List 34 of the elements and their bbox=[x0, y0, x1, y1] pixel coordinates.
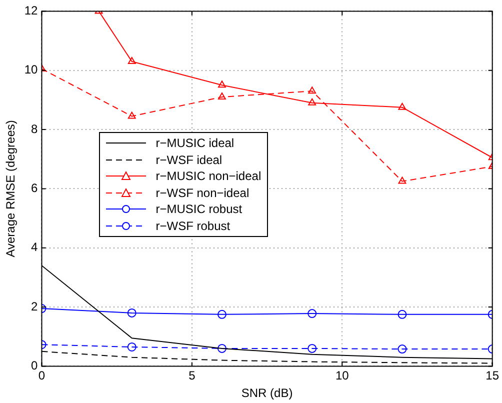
legend-label: r−WSF robust bbox=[156, 218, 230, 233]
legend-label: r−WSF ideal bbox=[156, 152, 222, 167]
point bbox=[308, 86, 316, 94]
y-axis-title: Average RMSE (degrees) bbox=[4, 120, 18, 258]
x-tick-label: 5 bbox=[188, 368, 196, 383]
y-tick-label: 8 bbox=[31, 122, 38, 136]
legend-label: r−MUSIC robust bbox=[156, 202, 242, 216]
point bbox=[217, 344, 226, 353]
point bbox=[128, 56, 136, 64]
x-tick-label: 10 bbox=[335, 368, 350, 383]
point bbox=[127, 342, 136, 352]
legend-label: r−WSF non−ideal bbox=[156, 186, 250, 200]
point bbox=[218, 92, 226, 100]
point bbox=[398, 176, 406, 184]
point bbox=[398, 310, 407, 319]
y-tick-label: 6 bbox=[31, 181, 38, 196]
point bbox=[308, 344, 317, 353]
point bbox=[398, 344, 407, 354]
x-tick-label: 15 bbox=[486, 368, 500, 383]
point bbox=[128, 112, 136, 119]
point bbox=[308, 98, 316, 106]
point bbox=[218, 80, 226, 88]
point bbox=[308, 309, 317, 318]
y-tick-label: 4 bbox=[31, 240, 38, 254]
legend-label: r−MUSIC non−ideal bbox=[156, 169, 262, 184]
y-tick-label: 0 bbox=[31, 358, 38, 373]
point bbox=[127, 308, 136, 318]
y-tick-label: 10 bbox=[24, 62, 38, 77]
x-axis-title: SNR (dB) bbox=[241, 386, 293, 400]
y-tick-label: 12 bbox=[24, 4, 38, 18]
point bbox=[398, 102, 406, 110]
y-tick-label: 2 bbox=[31, 299, 38, 314]
legend-label: r−MUSIC ideal bbox=[156, 136, 234, 150]
point bbox=[217, 310, 226, 319]
